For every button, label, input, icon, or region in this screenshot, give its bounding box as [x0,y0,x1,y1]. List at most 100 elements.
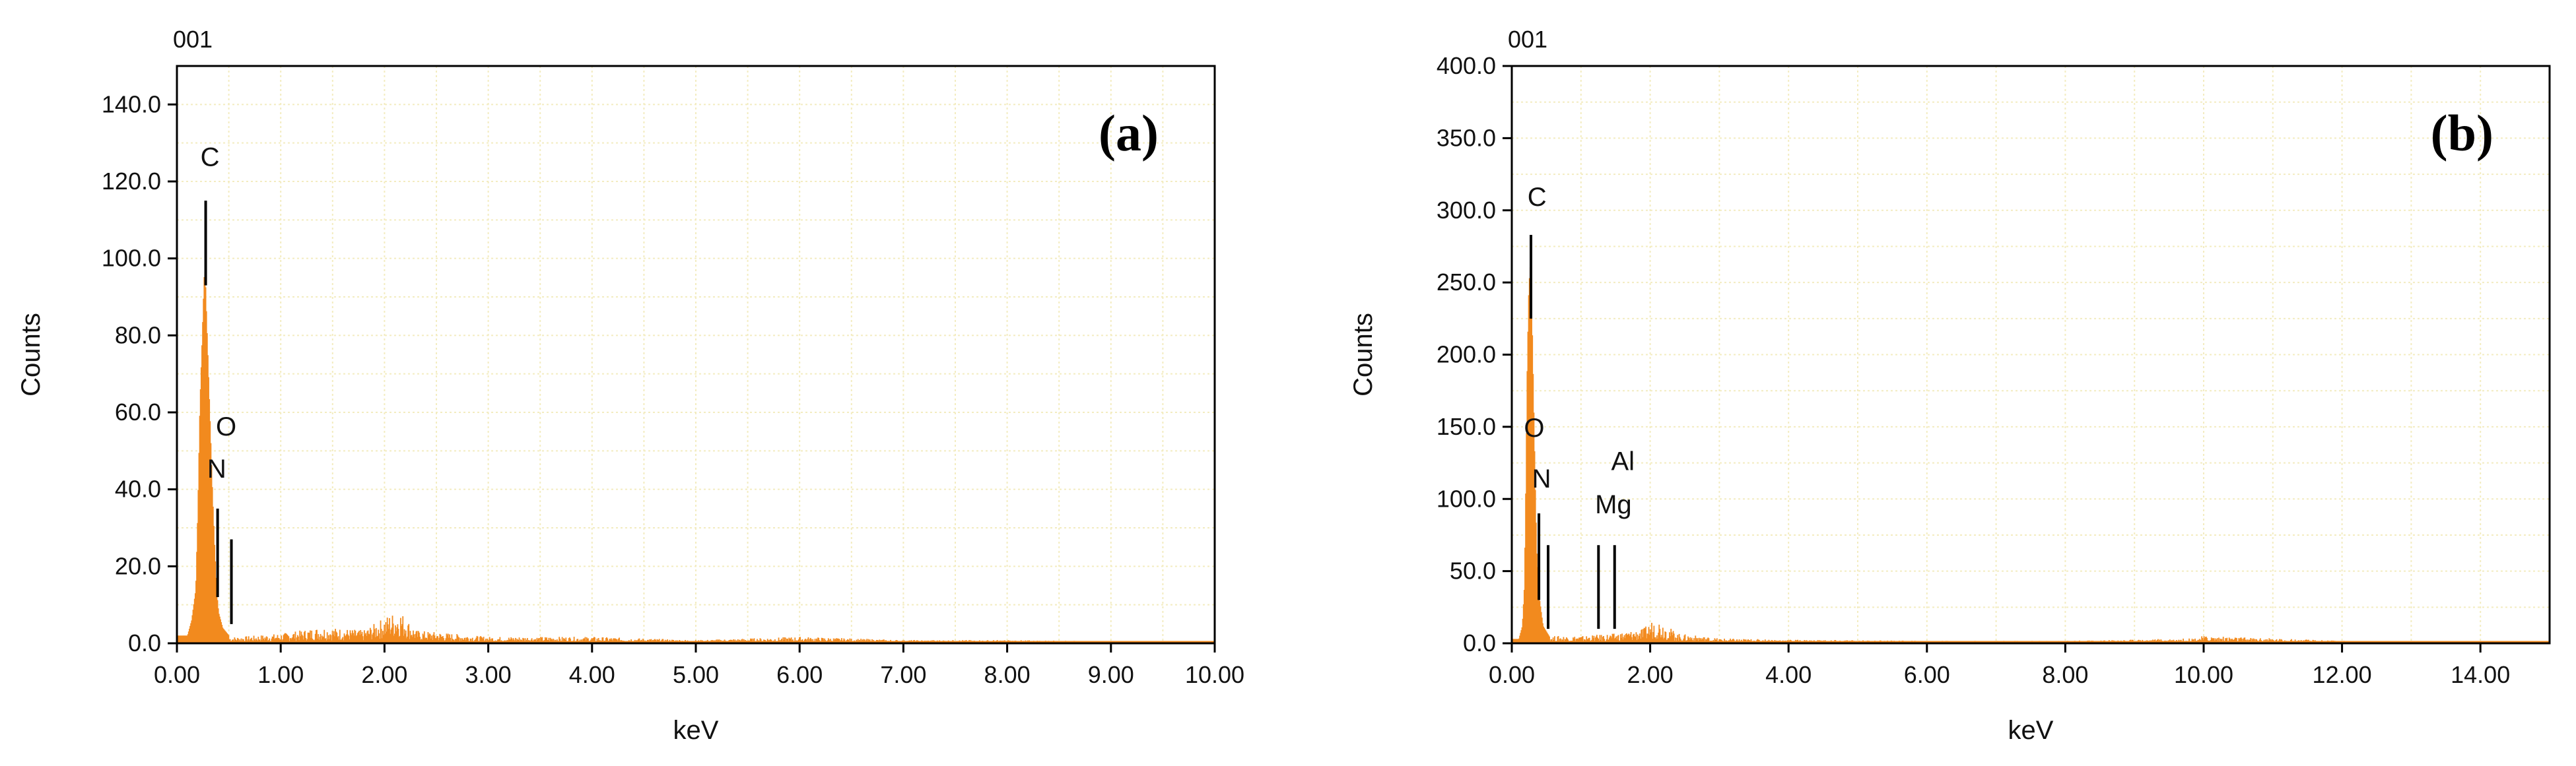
spectrum-bar [784,637,786,643]
spectrum-bar [457,635,459,643]
spectrum-bar [1519,635,1521,643]
x-tick-label: 2.00 [361,661,407,688]
element-label-o: O [1524,414,1544,443]
y-tick-label: 120.0 [102,168,161,195]
y-tick-label: 0.0 [1463,629,1496,656]
spectrum-bar [181,635,183,643]
spectrum-bar [255,638,257,643]
spectrum-bar [568,637,570,643]
spectrum-bar [2238,638,2240,643]
spectrum-bar [614,638,616,643]
spectrum-bar [440,637,442,643]
spectrum-bar [469,638,471,643]
spectrum-bar [238,638,239,643]
spectrum-bar [1623,637,1625,643]
x-tick-label: 3.00 [465,661,512,688]
spectrum-bar [196,552,197,643]
spectrum-bar [323,636,325,643]
spectrum-bar [1533,412,1535,643]
spectrum-bar [538,637,540,643]
spectrum-bar [309,630,311,643]
spectrum-bar [807,637,809,643]
spectrum-bar [461,638,463,643]
spectrum-bar [384,624,386,643]
spectrum-bar [548,637,550,643]
spectrum-bar [563,638,564,643]
spectrum-bar [179,635,181,643]
spectrum-bar [1629,636,1631,643]
spectrum-bar [613,638,615,643]
x-tick-label: 6.00 [1904,661,1950,688]
spectrum-bar [1615,636,1617,643]
spectrum-bar [361,631,363,643]
spectrum-bar [1545,631,1547,643]
spectrum-bar [449,634,450,643]
spectrum-bar [348,635,350,643]
spectrum-bar [1660,635,1662,643]
spectrum-bar [1672,635,1674,643]
spectrum-bar [180,635,182,643]
spectrum-bar [287,635,288,643]
spectrum-bar [1659,629,1661,643]
x-tick-label: 10.00 [2174,661,2233,688]
spectrum-bar [185,635,187,643]
spectrum-bar [360,629,362,643]
spectrum-bar [363,630,365,643]
y-tick-label: 40.0 [115,476,161,503]
x-tick-label: 0.00 [1489,661,1535,688]
spectrum-bar [200,367,202,643]
spectrum-bar [1627,635,1628,643]
spectrum-bar [1540,612,1542,643]
spectrum-bar [337,637,339,643]
spectrum-bar [217,608,219,643]
spectrum-bar [1532,373,1534,643]
spectrum-bar [1668,638,1670,643]
spectrum-bar [301,634,303,643]
spectrum-bar [1524,548,1526,643]
spectrum-bar [1671,632,1673,643]
spectrum-bar [2234,637,2236,643]
spectrum-bar [404,633,406,643]
spectrum-bar [334,636,335,643]
spectrum-bar [300,636,302,643]
spectrum-bar [1693,638,1695,643]
spectrum-bar [214,544,215,643]
spectrum-bar [1703,637,1705,643]
spectrum-bar [372,634,374,643]
spectrum-bar [206,333,208,643]
spectrum-bar [438,637,440,643]
spectrum-bar [343,633,345,643]
x-tick-label: 7.00 [880,661,926,688]
spectrum-bar [224,631,226,643]
x-tick-label: 6.00 [776,661,823,688]
spectrum-bar [1610,636,1612,643]
spectrum-bar [467,637,468,643]
spectrum-bar [359,635,361,643]
spectrum-bar [184,635,185,643]
spectrum-bar [308,632,310,643]
spectrum-bar [1684,634,1686,643]
spectrum-bar [2201,636,2203,643]
spectrum-bar [1528,295,1530,643]
spectrum-bar [1592,638,1594,643]
spectrum-bar [1658,632,1660,643]
element-label-o: O [216,412,236,441]
spectrum-bar [415,633,417,643]
x-axis-title: keV [673,716,719,745]
panel-letter-label: (b) [2431,104,2493,162]
y-tick-label: 250.0 [1437,269,1496,296]
element-label-c: C [201,143,220,172]
spectrum-bar [349,630,351,643]
spectrum-bar [1599,635,1601,643]
spectrum-bar [1643,627,1645,643]
spectrum-bar [1522,604,1524,643]
spectrum-bar [1580,637,1582,643]
spectrum-bar [198,453,200,643]
spectrum-bar [751,638,753,643]
x-tick-label: 4.00 [569,661,615,688]
spectrum-bar [370,629,372,643]
spectrum-bar [246,636,248,643]
spectrum-bar [1669,632,1670,643]
spectrum-bar [287,635,289,643]
spectrum-bar [2213,638,2215,643]
